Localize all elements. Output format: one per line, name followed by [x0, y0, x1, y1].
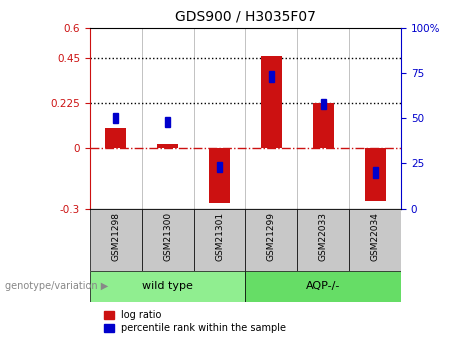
Bar: [349, 209, 401, 271]
Bar: [245, 209, 297, 271]
Bar: [297, 209, 349, 271]
Text: GSM21298: GSM21298: [111, 212, 120, 261]
Text: AQP-/-: AQP-/-: [306, 282, 341, 291]
Text: GSM21301: GSM21301: [215, 212, 224, 261]
Text: GSM22034: GSM22034: [371, 212, 380, 261]
Bar: [90, 209, 142, 271]
Bar: [90, 271, 245, 302]
Bar: [321, 99, 326, 109]
Bar: [372, 167, 378, 178]
Text: GSM21299: GSM21299: [267, 212, 276, 261]
Text: genotype/variation ▶: genotype/variation ▶: [5, 282, 108, 291]
Bar: [269, 71, 274, 81]
Text: GSM21300: GSM21300: [163, 212, 172, 261]
Bar: [194, 209, 245, 271]
Title: GDS900 / H3035F07: GDS900 / H3035F07: [175, 10, 316, 24]
Bar: [113, 113, 118, 123]
Bar: [142, 209, 194, 271]
Text: GSM22033: GSM22033: [319, 212, 328, 261]
Bar: [217, 162, 222, 172]
Bar: [157, 144, 178, 148]
Legend: log ratio, percentile rank within the sample: log ratio, percentile rank within the sa…: [104, 310, 286, 333]
Bar: [365, 148, 385, 201]
Bar: [245, 271, 401, 302]
Bar: [313, 103, 334, 148]
Bar: [165, 117, 170, 127]
Text: wild type: wild type: [142, 282, 193, 291]
Bar: [106, 128, 126, 148]
Bar: [209, 148, 230, 203]
Bar: [261, 56, 282, 148]
